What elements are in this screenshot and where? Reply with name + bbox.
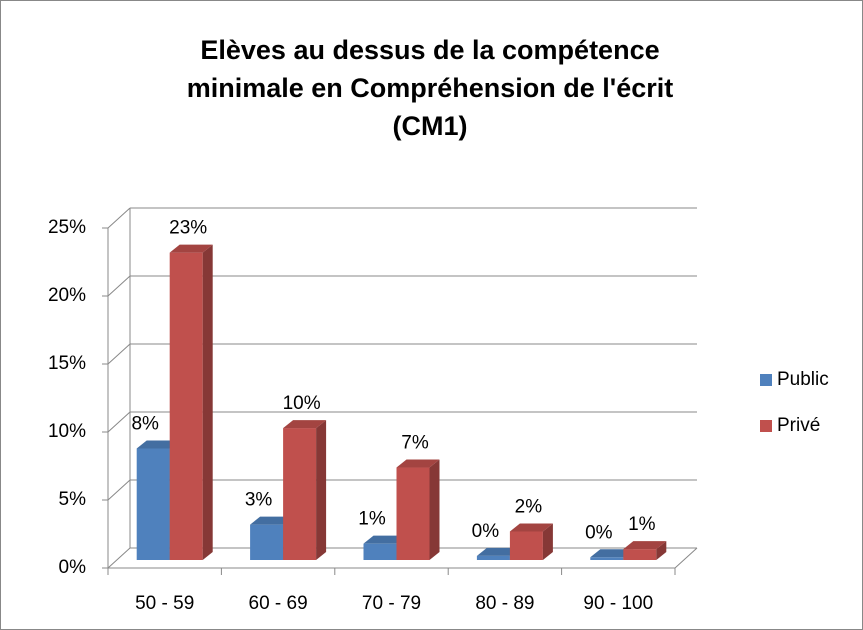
data-label: 3% [245, 490, 273, 511]
bar-top [476, 547, 520, 556]
chart-title: (CM1) [393, 111, 468, 141]
bar-side [316, 420, 327, 560]
y-tick-label: 10% [48, 421, 86, 442]
grid-line [107, 207, 131, 229]
bar-top [136, 440, 180, 449]
bar-top [590, 549, 634, 558]
legend-swatch [760, 420, 772, 432]
bar [476, 555, 510, 560]
bar-top [509, 523, 553, 532]
x-tick-label: 70 - 79 [362, 593, 421, 614]
bar-top [396, 459, 440, 468]
bar-side [656, 541, 667, 560]
grid-line [107, 343, 131, 365]
data-label: 2% [515, 496, 543, 517]
y-tick-label: 5% [59, 489, 87, 510]
bar [590, 557, 624, 560]
bar [136, 448, 170, 560]
bar [396, 467, 430, 560]
data-label: 0% [585, 522, 613, 543]
data-label: 23% [169, 218, 207, 239]
axis-line [674, 547, 698, 569]
x-tick-label: 60 - 69 [249, 593, 308, 614]
legend-swatch [760, 374, 772, 386]
y-tick-label: 0% [59, 557, 87, 578]
bar-top [283, 420, 327, 429]
x-tick-label: 90 - 100 [583, 593, 653, 614]
bar-top [623, 541, 667, 550]
bar [283, 428, 317, 560]
grid-line [107, 411, 131, 433]
grid-line [107, 479, 131, 501]
y-tick-label: 25% [48, 217, 86, 238]
y-tick-label: 20% [48, 285, 86, 306]
chart-title: minimale en Compréhension de l'écrit [187, 73, 674, 103]
data-label: 8% [131, 413, 159, 434]
legend-label: Privé [777, 415, 820, 436]
bar-side [429, 459, 440, 560]
bar [169, 252, 203, 560]
data-label: 1% [358, 509, 386, 530]
bar-side [202, 244, 213, 560]
bar-side [542, 523, 553, 560]
y-tick-label: 15% [48, 353, 86, 374]
data-label: 1% [628, 514, 656, 535]
bar-top [250, 516, 294, 525]
legend-label: Public [777, 369, 829, 390]
bar [250, 524, 284, 560]
x-tick-label: 50 - 59 [135, 593, 194, 614]
bar [623, 549, 657, 560]
data-label: 0% [472, 521, 500, 542]
bar [363, 543, 397, 560]
chart-title: Elèves au dessus de la compétence [200, 35, 659, 65]
data-label: 7% [401, 433, 429, 454]
grid-line [107, 547, 131, 569]
grid-line [107, 275, 131, 297]
bar [509, 531, 543, 560]
x-tick-label: 80 - 89 [475, 593, 534, 614]
data-label: 10% [283, 393, 321, 414]
bar-top [169, 244, 213, 253]
bar-top [363, 535, 407, 544]
